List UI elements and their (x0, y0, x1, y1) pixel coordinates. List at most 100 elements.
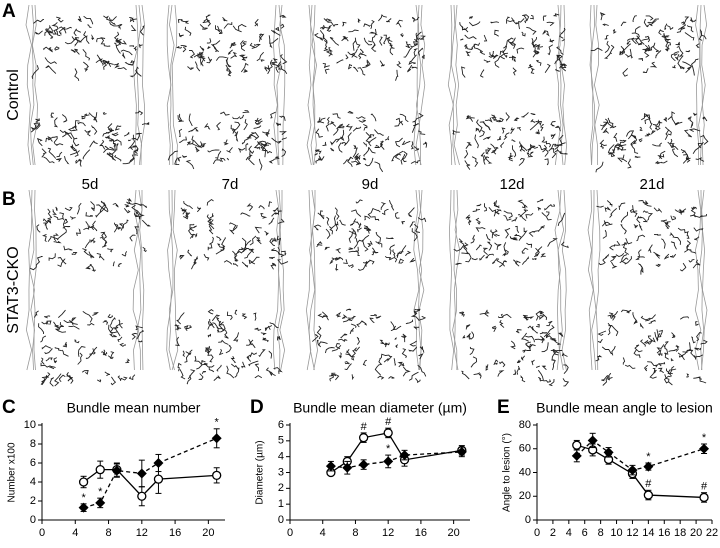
axon-bundle (70, 144, 77, 152)
tract-line (554, 4, 562, 166)
axon-bundle (670, 53, 676, 62)
axon-bundle (609, 44, 615, 54)
axon-bundle (226, 365, 235, 379)
axon-bundle (277, 209, 282, 215)
axon-bundle (271, 29, 281, 36)
axon-bundle (461, 66, 466, 78)
axon-bundle (519, 209, 528, 218)
axon-bundle (316, 325, 322, 340)
axon-bundle (209, 213, 214, 219)
axon-bundle (664, 129, 670, 141)
axon-bundle (520, 375, 526, 383)
axon-bundle (200, 141, 207, 148)
axon-bundle (507, 37, 514, 46)
axon-bundle (229, 42, 236, 49)
axon-bundle (640, 112, 649, 121)
axon-bundle (208, 225, 214, 235)
axon-bundle (514, 233, 522, 241)
axon-bundle (603, 53, 611, 59)
axon-bundle (330, 147, 335, 152)
axon-bundle (253, 125, 262, 129)
axon-bundle (531, 38, 536, 51)
tract-line (168, 189, 175, 371)
axon-bundle (96, 379, 102, 383)
axon-bundle (648, 319, 656, 324)
axon-bundle (211, 314, 221, 322)
axon-bundle (490, 229, 497, 237)
axon-bundle (536, 59, 542, 66)
axon-bundle (95, 57, 103, 64)
axon-bundle (281, 137, 287, 141)
axon-bundle (652, 367, 657, 373)
axon-bundle (495, 200, 500, 209)
axon-bundle (133, 46, 137, 52)
axon-bundle (494, 242, 502, 250)
axon-bundle (508, 55, 517, 61)
axon-bundle (461, 246, 469, 255)
axon-bundle (472, 208, 480, 212)
axon-bundle (367, 240, 373, 248)
axon-bundle (394, 150, 404, 160)
axon-bundle (663, 253, 670, 260)
axon-bundle (486, 147, 492, 154)
axon-bundle (224, 329, 229, 339)
axon-bundle (379, 36, 383, 46)
axon-bundle (632, 205, 638, 218)
axon-bundle (206, 198, 214, 206)
axon-bundle (344, 132, 352, 146)
axon-bundle (537, 206, 542, 211)
axon-bundle (233, 254, 239, 262)
axon-bundle (269, 238, 276, 247)
x-tick-label: 0 (39, 527, 45, 539)
axon-bundle (518, 157, 525, 166)
axon-bundle (356, 336, 360, 345)
axon-bundle (559, 150, 568, 155)
axon-bundle (128, 374, 136, 381)
axon-bundle (688, 349, 696, 359)
axon-bundle (336, 59, 344, 64)
axon-bundle (258, 140, 268, 145)
axon-bundle (642, 210, 650, 213)
axon-bundle (230, 355, 237, 363)
axon-bundle (607, 144, 615, 155)
axon-bundle (338, 352, 342, 359)
axon-bundle (401, 335, 406, 343)
axon-bundle (188, 349, 193, 356)
axon-bundle (83, 15, 94, 25)
significance-flag: * (702, 432, 707, 444)
axon-bundle (230, 42, 237, 47)
axon-bundle (415, 31, 422, 41)
axon-bundle (230, 51, 238, 59)
axon-bundle (647, 244, 653, 254)
axon-bundle (59, 212, 65, 221)
axon-bundle (281, 250, 287, 256)
axon-bundle (43, 46, 53, 53)
axon-bundle (40, 362, 51, 368)
axon-bundle (211, 43, 218, 52)
axon-bundle (317, 117, 325, 124)
axon-bundle (225, 344, 232, 354)
axon-bundle (473, 43, 482, 54)
axon-bundle (128, 139, 132, 142)
axon-bundle (256, 120, 263, 125)
axon-bundle (249, 352, 257, 358)
axon-bundle (102, 320, 109, 325)
axon-bundle (479, 130, 485, 138)
axon-bundle (279, 54, 288, 65)
axon-bundle (394, 120, 403, 127)
axon-bundle (537, 369, 544, 382)
axon-bundle (199, 45, 205, 52)
axon-bundle (380, 202, 387, 210)
axon-bundle (348, 246, 359, 253)
axon-bundle (624, 364, 636, 369)
axon-bundle (378, 357, 383, 366)
axon-bundle (264, 230, 269, 236)
axon-bundle (78, 35, 88, 43)
axon-bundle (535, 310, 544, 321)
axon-bundle (523, 15, 528, 24)
x-tick-label: 0 (287, 527, 293, 539)
axon-bundle (248, 145, 254, 155)
axon-bundle (538, 144, 543, 151)
axon-bundle (261, 146, 267, 158)
axon-bundle (71, 317, 77, 322)
